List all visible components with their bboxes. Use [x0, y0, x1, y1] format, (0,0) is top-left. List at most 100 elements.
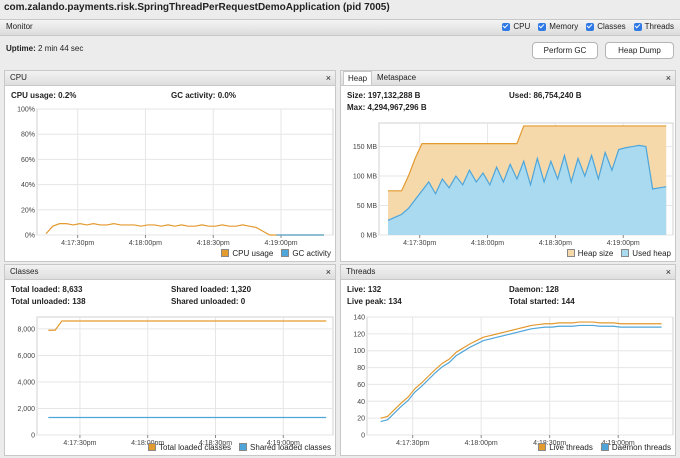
- y-tick-label: 0%: [25, 233, 35, 240]
- legend-label: Shared loaded classes: [250, 443, 331, 452]
- stat-label: Max:: [347, 103, 366, 112]
- legend-swatch: [566, 249, 575, 257]
- stat: Shared unloaded: 0: [171, 297, 245, 306]
- perform-gc-button[interactable]: Perform GC: [532, 42, 598, 59]
- x-tick-label: 4:18:30pm: [199, 440, 232, 447]
- legend-swatch: [148, 443, 156, 451]
- stat-label: Daemon:: [509, 285, 544, 294]
- stat: Size: 197,132,288 B: [347, 91, 420, 100]
- x-tick-label: 4:18:30pm: [533, 440, 566, 447]
- close-icon[interactable]: ×: [665, 73, 671, 83]
- stat-value: 144: [561, 297, 575, 306]
- legend-swatch: [221, 249, 230, 257]
- legend-swatch: [621, 249, 630, 257]
- close-icon[interactable]: ×: [325, 267, 331, 277]
- close-icon[interactable]: ×: [325, 73, 331, 83]
- legend-label: Daemon threads: [611, 443, 671, 452]
- x-tick-label: 4:18:00pm: [465, 440, 498, 447]
- legend-swatch: [239, 443, 248, 451]
- stat: Daemon: 128: [509, 285, 559, 294]
- checkbox-box[interactable]: [502, 22, 511, 31]
- series-line: [48, 320, 327, 331]
- panel: Heap Metaspace × Size: 197,132,288 B Max: 4,…: [340, 70, 676, 262]
- stat-label: Used:: [509, 91, 532, 100]
- x-tick-label: 4:19:00pm: [607, 240, 640, 247]
- stat: CPU usage: 0.2%: [11, 91, 76, 100]
- series-line: [380, 321, 662, 419]
- stat-value: 197,132,288 B: [367, 91, 421, 100]
- stat-label: Size:: [347, 91, 366, 100]
- y-tick-label: 0: [31, 433, 35, 440]
- y-tick-label: 80%: [21, 132, 35, 139]
- stat-label: Shared loaded:: [171, 285, 229, 294]
- x-tick-label: 4:18:00pm: [129, 240, 162, 247]
- y-tick-label: 100 MB: [353, 174, 377, 181]
- legend: CPU usage GC activity: [213, 249, 331, 258]
- chart: 0% 20% 40% 60% 80% 100% 4:17:30pm 4:18:00pm 4:18…: [17, 107, 334, 247]
- checkbox-box[interactable]: [633, 22, 642, 31]
- legend-label: Total loaded classes: [159, 443, 232, 452]
- plot-area: [366, 316, 674, 436]
- x-tick-label: 4:17:30pm: [396, 440, 429, 447]
- y-tick-label: 100%: [17, 107, 35, 114]
- close-icon[interactable]: ×: [665, 267, 671, 277]
- checkbox[interactable]: Threads: [633, 22, 674, 31]
- y-tick-label: 8,000: [17, 326, 35, 333]
- x-tick-label: 4:19:00pm: [267, 440, 300, 447]
- stat-value: 86,754,240 B: [533, 91, 582, 100]
- checkbox[interactable]: Classes: [586, 22, 626, 31]
- legend-swatch: [281, 249, 290, 257]
- checkbox-label[interactable]: CPU: [513, 22, 531, 31]
- heap-dump-button[interactable]: Heap Dump: [605, 42, 674, 59]
- checkbox[interactable]: CPU: [502, 22, 530, 31]
- checkbox[interactable]: Memory: [538, 22, 578, 31]
- tab[interactable]: Heap: [343, 71, 373, 85]
- legend-label: Live threads: [549, 443, 593, 452]
- panel: Classes × Total loaded: 8,633 Total unloade…: [4, 264, 336, 456]
- checkbox-box[interactable]: [538, 22, 547, 31]
- stat-value: 0.2%: [58, 91, 77, 100]
- stat-label: CPU usage:: [11, 91, 56, 100]
- y-tick-label: 0: [361, 433, 365, 440]
- stat: Max: 4,294,967,296 B: [347, 103, 427, 112]
- stat-label: GC activity:: [171, 91, 216, 100]
- y-tick-label: 80: [357, 365, 365, 372]
- legend-swatch: [600, 443, 609, 451]
- y-tick-label: 60: [357, 382, 365, 389]
- tab[interactable]: Metaspace: [377, 73, 417, 82]
- checkbox-label[interactable]: Memory: [549, 22, 579, 31]
- stat-label: Total loaded:: [11, 285, 61, 294]
- stat-label: Live:: [347, 285, 366, 294]
- stat-label: Shared unloaded:: [171, 297, 239, 306]
- y-tick-label: 0 MB: [361, 233, 378, 240]
- uptime-label: Uptime:: [6, 44, 36, 53]
- monitor-title: Monitor: [6, 22, 33, 31]
- y-tick-label: 50 MB: [357, 203, 378, 210]
- stat-value: 0: [240, 297, 246, 306]
- x-tick-label: 4:19:00pm: [264, 240, 297, 247]
- panel-header: Heap Metaspace ×: [341, 71, 675, 86]
- monitor-bar: Monitor CPU Memory Classes Threads: [0, 19, 680, 36]
- x-tick-label: 4:18:30pm: [197, 240, 230, 247]
- stat-value: 4,294,967,296 B: [367, 103, 427, 112]
- y-tick-label: 140: [353, 315, 365, 322]
- checkbox-box[interactable]: [586, 22, 595, 31]
- stat-value: 1,320: [231, 285, 252, 294]
- x-tick-label: 4:18:00pm: [131, 440, 164, 447]
- stat-value: 128: [545, 285, 559, 294]
- stat-label: Total unloaded:: [11, 297, 70, 306]
- legend: Total loaded classes Shared loaded classe…: [140, 443, 331, 452]
- stat-value: 134: [388, 297, 402, 306]
- legend-swatch: [538, 443, 547, 451]
- legend-label: GC activity: [292, 249, 331, 258]
- x-tick-label: 4:17:30pm: [61, 240, 94, 247]
- series-line: [387, 144, 667, 221]
- checkbox-label[interactable]: Threads: [644, 22, 674, 31]
- legend-label: CPU usage: [232, 249, 274, 258]
- x-tick-label: 4:18:00pm: [471, 240, 504, 247]
- y-tick-label: 20%: [21, 207, 35, 214]
- series-line: [380, 324, 662, 423]
- chart: 0 MB 50 MB 100 MB 150 MB 4:17:30pm 4:18:00pm 4…: [353, 122, 674, 247]
- checkbox-label[interactable]: Classes: [597, 22, 626, 31]
